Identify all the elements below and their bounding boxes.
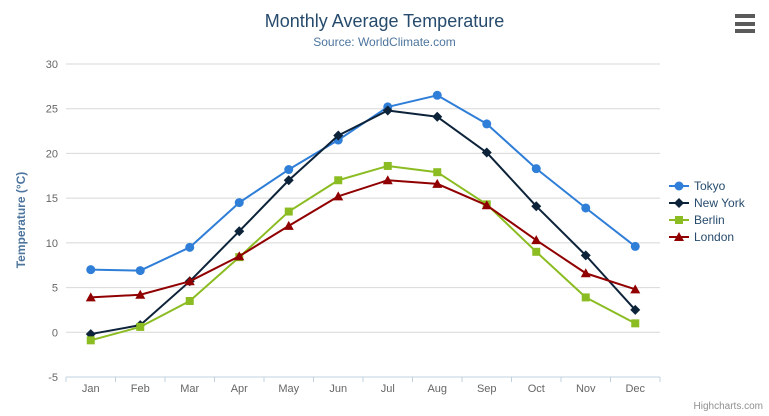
series-line-tokyo [90,94,636,272]
data-point-berlin[interactable] [631,319,640,328]
data-point-london[interactable] [234,251,245,261]
chart-legend: Tokyo New York Berlin London [669,177,745,245]
data-point-tokyo[interactable] [86,265,96,275]
y-axis-title: Temperature (°C) [14,172,28,269]
data-point-new-york[interactable] [531,201,542,212]
data-point-tokyo[interactable] [185,242,195,252]
hamburger-menu-icon [735,21,755,26]
legend-item-tokyo[interactable]: Tokyo [669,177,745,194]
x-axis-tick-label: Jul [381,383,395,395]
data-point-berlin[interactable] [86,336,95,345]
data-point-tokyo[interactable] [432,90,442,100]
x-axis-tick-label: Sep [477,383,497,395]
data-point-tokyo[interactable] [135,266,145,276]
data-point-london[interactable] [481,200,492,210]
data-point-tokyo[interactable] [234,198,244,208]
x-axis-tick-label: Feb [131,383,150,395]
data-point-new-york[interactable] [234,226,245,237]
data-point-london[interactable] [432,178,443,188]
data-point-berlin[interactable] [581,293,590,302]
data-point-london[interactable] [580,268,591,278]
data-point-berlin[interactable] [136,322,145,331]
data-point-new-york[interactable] [481,147,492,158]
data-point-london[interactable] [333,191,344,201]
chart-subtitle: Source: WorldClimate.com [313,35,456,49]
data-point-new-york[interactable] [333,130,344,141]
data-point-tokyo[interactable] [284,165,294,175]
diamond-marker-icon [669,197,689,208]
hamburger-menu-icon [735,29,755,33]
hamburger-menu-icon [735,14,755,18]
triangle-marker-icon [669,231,689,241]
data-point-new-york[interactable] [283,175,294,186]
y-axis-tick-label: 5 [52,283,58,295]
series-line-new-york [90,109,636,336]
data-point-berlin[interactable] [383,161,392,170]
data-point-london[interactable] [382,175,393,185]
legend-label-tokyo: Tokyo [694,178,726,193]
data-point-new-york[interactable] [432,111,443,122]
x-axis-tick-label: Mar [180,383,199,395]
square-marker-icon [669,215,689,224]
export-menu-button[interactable] [733,14,757,33]
data-point-london[interactable] [283,220,294,230]
x-axis-tick-label: Nov [576,383,596,395]
legend-item-new-york[interactable]: New York [669,194,745,211]
series-london [85,175,641,302]
series-line-berlin [90,164,636,342]
data-point-berlin[interactable] [433,168,442,177]
data-point-london[interactable] [135,289,146,299]
x-axis-tick-label: Aug [427,383,447,395]
y-axis-tick-label: 0 [52,327,58,339]
data-point-tokyo[interactable] [482,119,492,129]
series-new-york [85,105,641,340]
legend-label-new-york: New York [694,195,745,210]
data-point-london[interactable] [531,235,542,245]
data-point-tokyo[interactable] [581,203,591,213]
legend-label-berlin: Berlin [694,212,725,227]
data-point-berlin[interactable] [532,247,541,256]
data-point-london[interactable] [85,292,96,302]
x-axis-tick-label: Apr [231,383,248,395]
data-point-tokyo[interactable] [630,241,640,251]
data-point-london[interactable] [630,284,641,294]
data-point-london[interactable] [184,276,195,286]
y-axis-tick-label: 30 [46,59,58,71]
data-point-new-york[interactable] [382,105,393,116]
legend-item-berlin[interactable]: Berlin [669,211,745,228]
y-axis-tick-label: 10 [46,238,58,250]
x-axis-tick-label: May [278,383,299,395]
legend-label-london: London [694,229,735,244]
x-axis-tick-label: Jan [82,383,100,395]
x-axis-tick-label: Dec [625,383,645,395]
data-point-new-york[interactable] [580,250,591,261]
legend-item-london[interactable]: London [669,228,745,245]
data-point-new-york[interactable] [630,304,641,315]
data-point-tokyo[interactable] [531,164,541,174]
y-axis-tick-label: -5 [48,372,58,384]
data-point-berlin[interactable] [284,207,293,216]
series-tokyo [86,90,640,276]
data-point-berlin[interactable] [334,176,343,185]
x-axis-tick-label: Jun [329,383,347,395]
series-line-london [90,179,636,299]
y-axis-tick-label: 25 [46,104,58,116]
circle-marker-icon [669,181,689,190]
chart-title: Monthly Average Temperature [264,11,505,31]
y-axis-tick-label: 20 [46,148,58,160]
x-axis-tick-label: Oct [528,383,545,395]
data-point-berlin[interactable] [185,296,194,305]
highcharts-credit-link[interactable]: Highcharts.com [693,401,763,412]
y-axis-tick-label: 15 [46,193,58,205]
